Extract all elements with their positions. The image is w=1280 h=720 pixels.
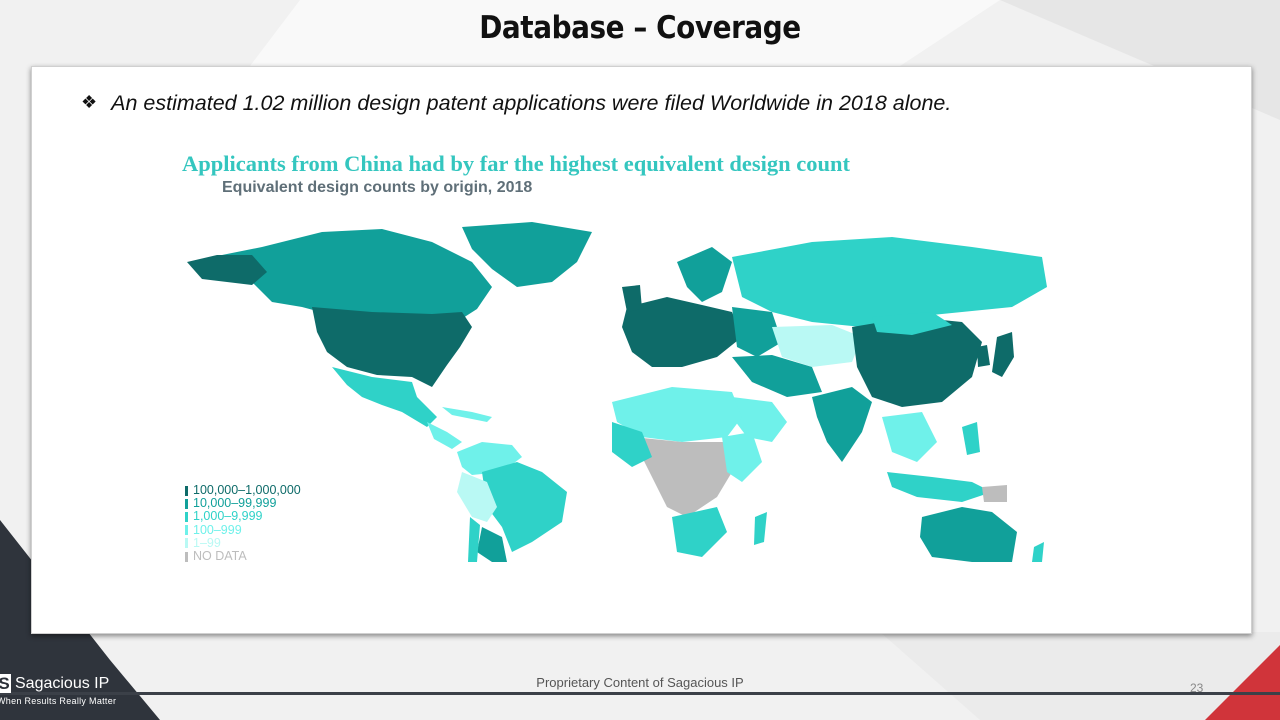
red-corner-shape <box>1205 645 1280 720</box>
map-japan <box>992 332 1014 377</box>
legend-item: 100–999 <box>185 522 301 537</box>
bullet-row: ❖ An estimated 1.02 million design patent… <box>81 91 951 116</box>
legend-label: NO DATA <box>193 549 247 564</box>
legend-swatch <box>185 525 188 536</box>
legend-swatch <box>185 498 188 509</box>
map-western-europe <box>622 297 742 367</box>
footer-text: Proprietary Content of Sagacious IP <box>536 675 744 690</box>
company-logo: S Sagacious IP When Results Really Matter <box>0 674 116 706</box>
legend-item: 1,000–9,999 <box>185 510 301 523</box>
bullet-text: An estimated 1.02 million design patent … <box>111 91 952 115</box>
logo-tagline: When Results Really Matter <box>0 696 117 706</box>
map-argentina <box>477 527 507 562</box>
map-eastern-europe <box>732 307 782 357</box>
map-australia <box>920 507 1017 562</box>
map-central-asia <box>772 325 862 367</box>
map-philippines <box>962 422 980 455</box>
map-madagascar <box>754 512 767 545</box>
map-greenland <box>462 222 592 287</box>
map-southeast-asia <box>882 412 937 462</box>
map-peru-bolivia <box>457 472 497 522</box>
map-india <box>812 387 872 462</box>
legend-swatch <box>185 538 188 549</box>
map-west-africa <box>612 422 652 467</box>
map-turkey-iran <box>732 355 822 397</box>
legend-item: 100,000–1,000,000 <box>185 483 301 497</box>
chart-title: Applicants from China had by far the hig… <box>182 151 851 176</box>
legend-label: 100,000–1,000,000 <box>193 483 301 497</box>
slide-title: Database – Coverage <box>479 10 801 46</box>
legend-item: 1–99 <box>185 535 301 550</box>
logo-name: Sagacious IP <box>15 675 110 692</box>
content-panel: ❖ An estimated 1.02 million design patent… <box>31 66 1252 634</box>
map-china <box>852 317 982 407</box>
map-central-africa <box>632 437 732 517</box>
map-alaska <box>187 255 267 285</box>
legend-label: 100–999 <box>193 522 242 537</box>
map-north-africa <box>612 387 742 442</box>
map-korea <box>977 345 990 367</box>
world-map <box>187 222 1047 562</box>
map-scandinavia <box>677 247 732 302</box>
legend-item: 10,000–99,999 <box>185 497 301 510</box>
logo-mark-icon: S <box>0 674 11 693</box>
map-mexico <box>332 367 437 427</box>
legend-label: 10,000–99,999 <box>193 496 277 511</box>
map-central-america <box>427 422 462 449</box>
legend-label: 1,000–9,999 <box>193 509 263 524</box>
map-usa <box>312 307 472 387</box>
map-southern-africa <box>672 507 727 557</box>
page-number: 23 <box>1190 681 1204 695</box>
map-indonesia <box>887 472 992 502</box>
map-russia <box>732 237 1047 327</box>
legend-label: 1–99 <box>193 535 221 550</box>
map-legend: 100,000–1,000,000 10,000–99,999 1,000–9,… <box>185 483 301 564</box>
map-mongolia <box>872 312 952 335</box>
map-chile <box>468 517 480 562</box>
map-canada <box>212 229 492 325</box>
map-new-zealand <box>1032 542 1044 562</box>
legend-swatch <box>185 551 188 562</box>
legend-swatch <box>185 485 188 496</box>
map-east-africa <box>722 432 762 482</box>
legend-swatch <box>185 512 188 522</box>
footer-divider <box>0 692 1280 695</box>
map-arabia <box>732 397 787 442</box>
map-brazil <box>482 462 567 552</box>
dark-corner-shape <box>0 520 160 720</box>
map-caribbean <box>442 407 492 422</box>
chart-subtitle: Equivalent design counts by origin, 2018 <box>222 179 533 196</box>
map-uk <box>622 285 642 312</box>
diamond-bullet-icon: ❖ <box>81 92 98 112</box>
legend-item: NO DATA <box>185 549 301 564</box>
map-papua <box>982 485 1007 502</box>
